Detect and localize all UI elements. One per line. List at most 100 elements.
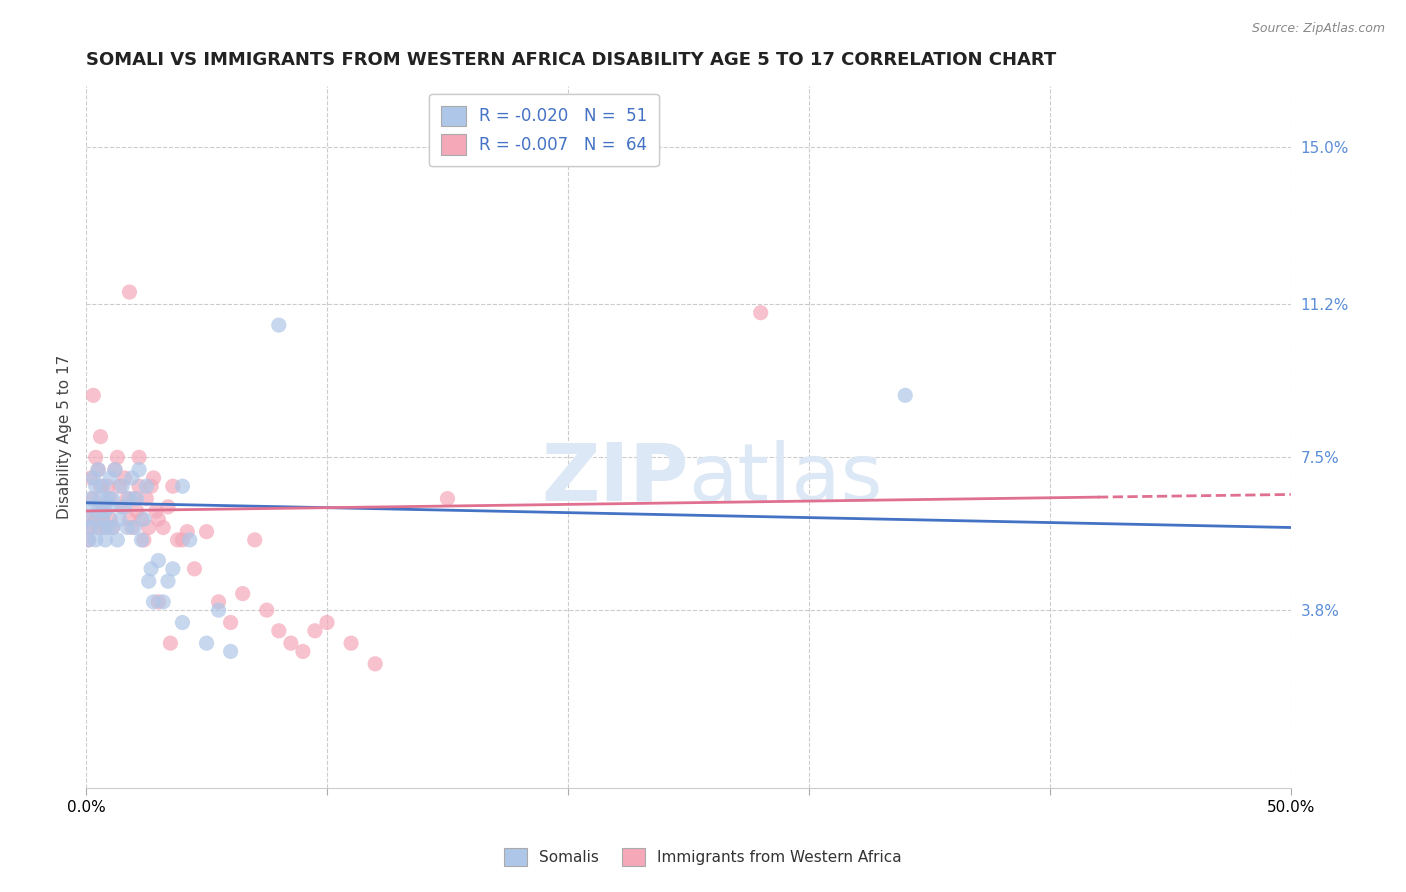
Point	[166, 533, 188, 547]
Point	[91, 512, 114, 526]
Point	[152, 595, 174, 609]
Point	[142, 471, 165, 485]
Point	[139, 479, 162, 493]
Point	[267, 624, 290, 638]
Point	[97, 520, 120, 534]
Point	[105, 533, 128, 547]
Point	[280, 636, 302, 650]
Point	[172, 533, 194, 547]
Point	[84, 450, 107, 465]
Point	[139, 562, 162, 576]
Point	[256, 603, 278, 617]
Point	[179, 533, 201, 547]
Point	[89, 479, 111, 493]
Point	[219, 615, 242, 630]
Point	[87, 504, 110, 518]
Point	[131, 512, 153, 526]
Text: ZIP: ZIP	[541, 440, 689, 517]
Point	[118, 512, 141, 526]
Legend: R = -0.020   N =  51, R = -0.007   N =  64: R = -0.020 N = 51, R = -0.007 N = 64	[429, 94, 659, 166]
Point	[894, 388, 917, 402]
Point	[135, 491, 157, 506]
Point	[156, 574, 179, 589]
Point	[316, 615, 339, 630]
Point	[162, 562, 184, 576]
Point	[138, 574, 160, 589]
Point	[183, 562, 205, 576]
Point	[219, 644, 242, 658]
Point	[145, 504, 167, 518]
Point	[148, 553, 170, 567]
Point	[131, 533, 153, 547]
Point	[104, 463, 127, 477]
Point	[121, 471, 143, 485]
Point	[148, 512, 170, 526]
Point	[195, 524, 218, 539]
Point	[243, 533, 266, 547]
Point	[77, 512, 100, 526]
Point	[148, 595, 170, 609]
Point	[114, 471, 136, 485]
Point	[142, 595, 165, 609]
Point	[118, 491, 141, 506]
Point	[91, 500, 114, 514]
Point	[340, 636, 363, 650]
Point	[152, 520, 174, 534]
Point	[172, 479, 194, 493]
Point	[94, 520, 117, 534]
Point	[80, 471, 103, 485]
Point	[138, 520, 160, 534]
Point	[121, 520, 143, 534]
Point	[108, 479, 131, 493]
Point	[132, 533, 155, 547]
Point	[267, 318, 290, 332]
Point	[87, 520, 110, 534]
Point	[176, 524, 198, 539]
Point	[98, 500, 121, 514]
Point	[291, 644, 314, 658]
Point	[125, 504, 148, 518]
Point	[87, 463, 110, 477]
Point	[82, 471, 104, 485]
Point	[111, 500, 134, 514]
Point	[128, 479, 150, 493]
Point	[91, 512, 114, 526]
Point	[84, 533, 107, 547]
Point	[101, 491, 124, 506]
Point	[132, 512, 155, 526]
Point	[80, 520, 103, 534]
Point	[101, 520, 124, 534]
Point	[77, 512, 100, 526]
Point	[364, 657, 387, 671]
Point	[84, 512, 107, 526]
Point	[195, 636, 218, 650]
Point	[77, 533, 100, 547]
Point	[159, 636, 181, 650]
Point	[304, 624, 326, 638]
Point	[114, 500, 136, 514]
Y-axis label: Disability Age 5 to 17: Disability Age 5 to 17	[58, 354, 72, 519]
Point	[207, 603, 229, 617]
Point	[232, 586, 254, 600]
Point	[101, 520, 124, 534]
Point	[82, 491, 104, 506]
Point	[82, 500, 104, 514]
Point	[128, 450, 150, 465]
Point	[105, 450, 128, 465]
Point	[115, 491, 138, 506]
Text: SOMALI VS IMMIGRANTS FROM WESTERN AFRICA DISABILITY AGE 5 TO 17 CORRELATION CHAR: SOMALI VS IMMIGRANTS FROM WESTERN AFRICA…	[86, 51, 1056, 69]
Point	[207, 595, 229, 609]
Point	[104, 463, 127, 477]
Point	[98, 491, 121, 506]
Point	[80, 520, 103, 534]
Point	[172, 615, 194, 630]
Point	[80, 491, 103, 506]
Text: atlas: atlas	[689, 440, 883, 517]
Point	[98, 471, 121, 485]
Point	[87, 463, 110, 477]
Point	[156, 500, 179, 514]
Point	[89, 491, 111, 506]
Point	[128, 463, 150, 477]
Point	[94, 504, 117, 518]
Point	[91, 479, 114, 493]
